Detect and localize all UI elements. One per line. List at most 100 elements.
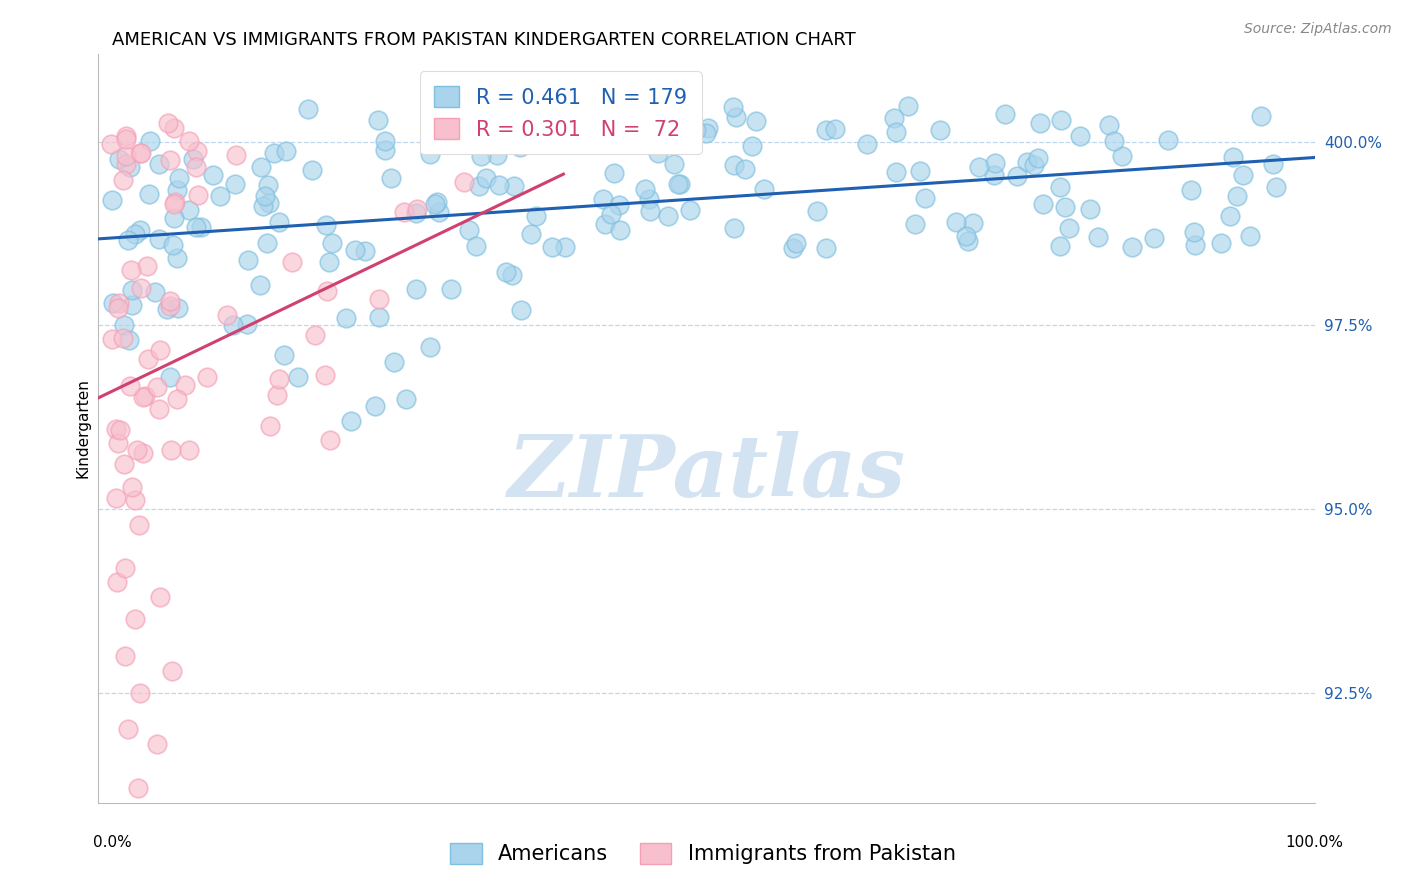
Point <box>640 204 662 219</box>
Point <box>382 355 405 369</box>
Point <box>368 310 391 325</box>
Point <box>167 171 190 186</box>
Point <box>1026 152 1049 166</box>
Point <box>754 182 776 196</box>
Point <box>318 433 340 447</box>
Point <box>1209 235 1232 250</box>
Point <box>609 223 631 237</box>
Point <box>1057 220 1080 235</box>
Point <box>269 371 291 385</box>
Point <box>621 112 644 126</box>
Point <box>166 251 188 265</box>
Point <box>159 369 181 384</box>
Point <box>163 211 186 225</box>
Point <box>112 318 135 333</box>
Point <box>603 166 626 180</box>
Point <box>128 518 150 533</box>
Point <box>297 102 319 116</box>
Point <box>107 296 129 310</box>
Point <box>129 145 152 160</box>
Point <box>269 215 291 229</box>
Point <box>592 192 614 206</box>
Point <box>281 254 304 268</box>
Point <box>695 126 717 140</box>
Point <box>162 237 184 252</box>
Point <box>429 113 451 128</box>
Point <box>1102 135 1125 149</box>
Point <box>914 190 936 204</box>
Point <box>884 125 907 139</box>
Point <box>343 244 366 258</box>
Point <box>543 109 565 123</box>
Point <box>136 352 159 367</box>
Point <box>745 113 768 128</box>
Point <box>146 380 169 394</box>
Point <box>314 368 336 382</box>
Point <box>166 392 188 406</box>
Point <box>274 145 297 159</box>
Point <box>181 153 204 167</box>
Point <box>647 146 669 161</box>
Point <box>174 378 197 392</box>
Point <box>301 163 323 178</box>
Point <box>1219 209 1241 223</box>
Point <box>723 158 745 172</box>
Point <box>148 232 170 246</box>
Point <box>114 129 136 144</box>
Point <box>104 422 127 436</box>
Point <box>824 122 846 136</box>
Point <box>488 178 510 192</box>
Point <box>405 282 427 296</box>
Point <box>128 685 150 699</box>
Point <box>159 299 181 313</box>
Point <box>148 402 170 417</box>
Point <box>638 192 661 206</box>
Point <box>453 175 475 189</box>
Point <box>1265 180 1288 194</box>
Point <box>374 143 396 157</box>
Point <box>1180 183 1202 197</box>
Point <box>287 369 309 384</box>
Point <box>374 134 396 148</box>
Point <box>118 333 141 347</box>
Point <box>734 162 756 177</box>
Point <box>236 318 259 332</box>
Point <box>470 149 492 163</box>
Point <box>520 227 543 241</box>
Point <box>1250 109 1272 123</box>
Point <box>159 293 181 308</box>
Point <box>657 210 679 224</box>
Point <box>962 216 984 230</box>
Point <box>162 120 184 135</box>
Point <box>474 117 496 131</box>
Point <box>666 177 689 191</box>
Point <box>423 197 446 211</box>
Point <box>593 217 616 231</box>
Point <box>1184 238 1206 252</box>
Point <box>225 148 247 162</box>
Point <box>184 160 207 174</box>
Point <box>104 491 127 505</box>
Point <box>1032 196 1054 211</box>
Point <box>114 560 136 574</box>
Point <box>114 149 136 163</box>
Point <box>159 153 181 168</box>
Point <box>149 590 172 604</box>
Point <box>186 220 208 235</box>
Point <box>1053 200 1076 214</box>
Point <box>1024 158 1046 172</box>
Point <box>600 207 623 221</box>
Point <box>114 648 136 663</box>
Point <box>678 202 700 217</box>
Point <box>607 198 630 212</box>
Point <box>318 255 340 269</box>
Point <box>536 131 558 145</box>
Point <box>983 169 1005 183</box>
Point <box>945 214 967 228</box>
Point <box>160 664 183 678</box>
Point <box>724 110 747 124</box>
Point <box>129 281 152 295</box>
Point <box>782 241 804 255</box>
Point <box>201 168 224 182</box>
Point <box>651 105 673 120</box>
